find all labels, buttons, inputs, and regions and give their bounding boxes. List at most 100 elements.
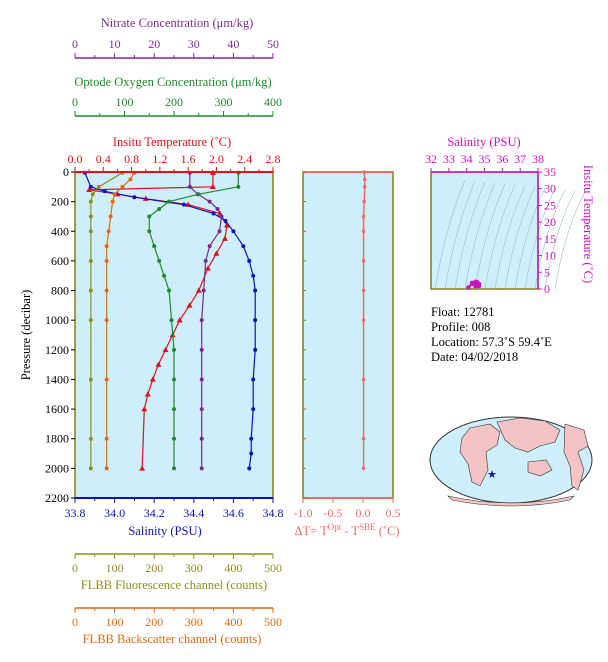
oxygen-data-point xyxy=(172,466,176,471)
fluorescence-data-point xyxy=(88,466,93,471)
backscatter-data-point xyxy=(104,377,109,382)
backscatter-data-point xyxy=(104,466,109,471)
backscatter-tick-label: 300 xyxy=(185,615,203,629)
nitrate-axis: 0 10 20 30 40 50 xyxy=(72,37,279,59)
ts-salinity-tick-label: 36 xyxy=(496,152,508,166)
salinity-tick-label: 34.0 xyxy=(104,506,125,520)
fluorescence-data-point xyxy=(88,199,93,204)
backscatter-data-point xyxy=(108,214,113,219)
temperature-data-point xyxy=(213,250,220,256)
profile-series-group xyxy=(82,169,258,471)
nitrate-axis-label: Nitrate Concentration (μm/kg) xyxy=(101,16,254,30)
fluorescence-data-point xyxy=(96,184,101,189)
oxygen-tick-label: 100 xyxy=(116,95,134,109)
salinity-data-point xyxy=(231,229,236,234)
salinity-data-point xyxy=(249,451,254,456)
fluorescence-data-point xyxy=(90,192,95,197)
salinity-axis-label: Salinity (PSU) xyxy=(128,524,201,538)
oxygen-axis: 0 100 200 300 400 xyxy=(72,95,282,117)
nitrate-tick-label: 40 xyxy=(227,37,239,51)
temperature-tick-label: 0.4 xyxy=(96,152,111,166)
nitrate-data-point xyxy=(217,229,222,234)
fluorescence-tick-label: 500 xyxy=(264,561,282,575)
oxygen-data-point xyxy=(167,288,172,293)
salinity-data-point xyxy=(211,211,216,216)
temperature-tick-label: 0.8 xyxy=(124,152,139,166)
backscatter-data-point xyxy=(104,436,109,441)
temperature-axis: 0.0 0.4 0.8 1.2 1.6 2.0 2.4 2.8 xyxy=(68,152,281,173)
fluorescence-tick-label: 0 xyxy=(72,561,78,575)
density-contour xyxy=(514,187,546,290)
map-land-africa-europe xyxy=(459,423,501,487)
backscatter-tick-label: 400 xyxy=(224,615,242,629)
salinity-data-point xyxy=(241,244,246,249)
oxygen-data-point xyxy=(169,318,174,323)
temperature-data-point xyxy=(176,317,183,323)
delta-t-data-point xyxy=(361,466,366,471)
oxygen-data-point xyxy=(172,377,176,382)
oxygen-data-point xyxy=(172,407,176,412)
fluorescence-data-point xyxy=(88,436,93,441)
pressure-tick-label: 1200 xyxy=(45,343,69,357)
oxygen-data-point xyxy=(147,229,152,234)
delta-t-data-point xyxy=(363,177,367,182)
map-land-asia xyxy=(496,417,561,453)
salinity-data-point xyxy=(253,318,258,323)
salinity-tick-label: 34.2 xyxy=(144,506,165,520)
ts-temperature-tick-label: 35 xyxy=(544,165,556,179)
ts-data-point xyxy=(473,284,478,289)
temperature-tick-label: 1.6 xyxy=(181,152,196,166)
profile-panel: 0 200 400 600 800 1000 1200 1400 1600 1800 2000 220… xyxy=(19,165,274,505)
fluorescence-data-point xyxy=(88,318,93,323)
nitrate-tick-label: 50 xyxy=(267,37,279,51)
temperature-data-point xyxy=(149,376,156,382)
density-contour xyxy=(534,189,566,290)
delta-t-label-part2: - T xyxy=(341,524,359,538)
backscatter-data-point xyxy=(104,258,109,263)
pressure-tick-label: 0 xyxy=(63,165,69,179)
delta-t-axis: -1.0 -0.5 0.0 0.5 xyxy=(294,171,401,520)
oxygen-tick-label: 300 xyxy=(215,95,233,109)
salinity-data-point xyxy=(247,258,252,263)
ts-temperature-tick-label: 30 xyxy=(544,182,556,196)
oxygen-data-point xyxy=(196,192,201,197)
pressure-tick-label: 1600 xyxy=(45,402,69,416)
nitrate-data-point xyxy=(199,436,204,441)
nitrate-data-point xyxy=(201,288,206,293)
backscatter-tick-label: 200 xyxy=(145,615,163,629)
ts-plot-area xyxy=(430,171,539,290)
float-location: Location: 57.3˚S 59.4˚E xyxy=(431,335,552,349)
fluorescence-axis-label: FLBB Fluorescence channel (counts) xyxy=(81,578,267,592)
delta-t-series-group xyxy=(361,170,367,471)
nitrate-data-point xyxy=(215,207,220,212)
oxygen-data-point xyxy=(172,347,176,352)
ts-temperature-tick-label: 20 xyxy=(544,215,556,229)
delta-t-data-point xyxy=(361,229,366,234)
backscatter-tick-label: 500 xyxy=(264,615,282,629)
ts-data-point xyxy=(466,285,471,290)
delta-t-tick-label: 0.0 xyxy=(356,506,371,520)
ts-salinity-tick-label: 37 xyxy=(514,152,526,166)
temperature-data-point xyxy=(141,406,148,412)
delta-t-data-point xyxy=(361,259,366,263)
backscatter-data-point xyxy=(104,288,109,293)
backscatter-data-point xyxy=(112,192,117,197)
fluorescence-data-point xyxy=(88,229,93,234)
backscatter-axis: 0 100 200 300 400 500 xyxy=(72,607,282,629)
ts-temperature-tick-label: 15 xyxy=(544,232,556,246)
oxygen-tick-label: 400 xyxy=(264,95,282,109)
temperature-data-point xyxy=(155,361,162,367)
delta-t-data-point xyxy=(362,199,367,204)
delta-t-data-point xyxy=(361,214,366,219)
map-land-americas xyxy=(563,423,589,491)
nitrate-data-point xyxy=(187,184,192,189)
nitrate-data-point xyxy=(207,199,212,204)
fluorescence-data-point xyxy=(88,214,93,219)
ts-salinity-axis-label: Salinity (PSU) xyxy=(447,135,520,149)
density-contour xyxy=(454,181,486,290)
temperature-data-point xyxy=(139,465,146,471)
salinity-data-point xyxy=(181,202,186,207)
ts-salinity-tick-label: 35 xyxy=(479,152,491,166)
pressure-tick-label: 2200 xyxy=(45,491,69,505)
